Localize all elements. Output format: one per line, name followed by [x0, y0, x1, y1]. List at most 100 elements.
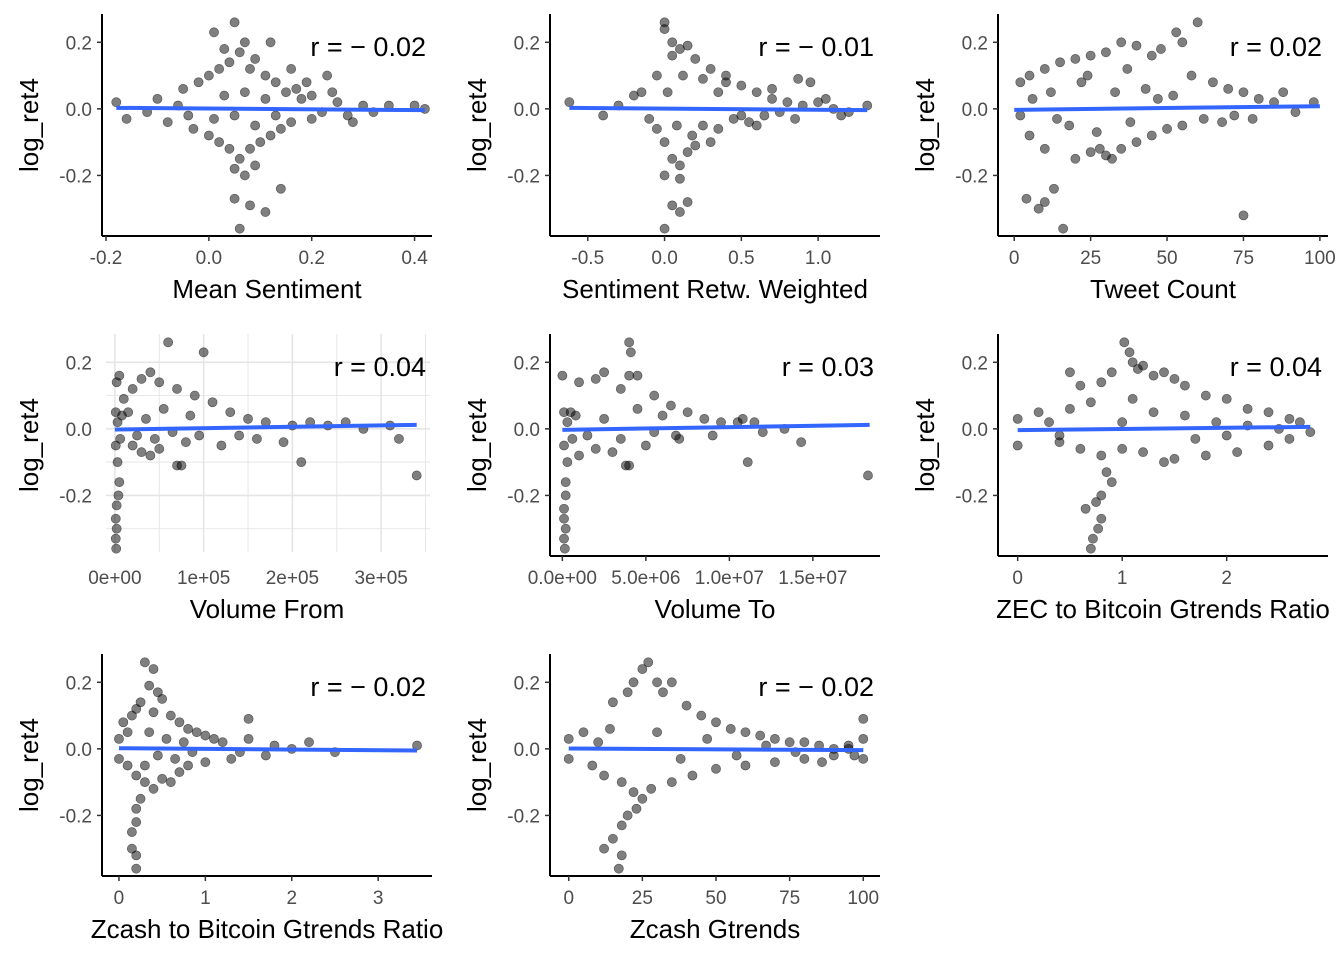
- trend-line: [1017, 424, 1311, 433]
- data-point: [1162, 123, 1172, 134]
- points: [563, 657, 869, 874]
- data-point: [1284, 413, 1295, 424]
- data-point: [599, 413, 610, 424]
- data-point: [631, 803, 642, 814]
- data-point: [286, 117, 297, 128]
- data-point: [563, 733, 574, 744]
- data-point: [229, 193, 240, 204]
- data-point: [111, 523, 122, 534]
- data-point: [820, 93, 831, 104]
- data-point: [1064, 120, 1075, 131]
- data-point: [622, 687, 633, 698]
- data-point: [1085, 397, 1096, 408]
- y-tick-label: 0.2: [514, 33, 540, 54]
- data-point: [559, 543, 570, 554]
- data-point: [560, 477, 571, 488]
- y-tick-label: 0.2: [66, 33, 92, 54]
- data-point: [117, 410, 127, 421]
- data-point: [560, 490, 571, 501]
- data-point: [178, 737, 189, 748]
- data-point: [243, 733, 254, 744]
- y-tick-label: -0.2: [507, 166, 540, 187]
- trend-line: [116, 105, 425, 113]
- data-point: [625, 347, 636, 358]
- data-point: [245, 143, 255, 154]
- data-point: [590, 374, 601, 384]
- data-point: [678, 70, 688, 81]
- data-point: [1200, 390, 1211, 401]
- data-point: [1148, 370, 1159, 381]
- y-tick-label: -0.2: [507, 486, 540, 507]
- data-point: [1125, 117, 1136, 128]
- data-point: [1117, 443, 1128, 454]
- data-point: [1106, 477, 1117, 488]
- data-point: [707, 430, 718, 441]
- data-point: [112, 457, 123, 468]
- data-point: [1058, 223, 1069, 234]
- points: [114, 657, 422, 874]
- data-point: [671, 120, 682, 131]
- data-point: [111, 500, 122, 511]
- points: [111, 17, 430, 234]
- data-point: [1101, 47, 1111, 58]
- data-point: [176, 460, 187, 471]
- data-point: [742, 457, 753, 468]
- data-point: [1054, 430, 1065, 441]
- data-point: [347, 117, 358, 128]
- x-axis-title: Sentiment Retw. Weighted: [562, 274, 868, 304]
- y-tick-label: -0.2: [955, 166, 988, 187]
- data-point: [1284, 433, 1295, 444]
- data-point: [698, 120, 708, 131]
- data-point: [1146, 50, 1157, 61]
- data-point: [1180, 410, 1190, 421]
- trend-line: [118, 746, 418, 753]
- data-point: [114, 733, 124, 744]
- data-point: [1263, 440, 1274, 451]
- panel-4: -0.2 0.0 0.2 0e+00 1e+05 2e+05 3e+05 Volume Fro…: [14, 334, 430, 624]
- x-tick-label: 0.5: [728, 248, 754, 269]
- data-point: [1138, 360, 1148, 371]
- data-point: [740, 760, 751, 771]
- data-point: [1238, 210, 1249, 221]
- data-point: [849, 750, 860, 761]
- data-point: [836, 110, 847, 121]
- data-point: [1075, 380, 1086, 391]
- data-point: [702, 733, 713, 744]
- data-point: [111, 543, 122, 554]
- y-axis-title: log_ret4: [910, 78, 940, 172]
- data-point: [770, 733, 780, 744]
- data-point: [1015, 110, 1026, 121]
- x-tick-label: 0.4: [401, 248, 428, 269]
- data-point: [214, 64, 225, 74]
- data-point: [652, 727, 662, 738]
- data-point: [157, 694, 168, 704]
- data-point: [278, 437, 289, 448]
- data-point: [131, 850, 142, 861]
- data-point: [557, 370, 568, 381]
- data-point: [1131, 137, 1142, 148]
- data-point: [148, 783, 159, 794]
- data-point: [675, 753, 686, 764]
- data-point: [1138, 447, 1148, 458]
- data-point: [652, 677, 662, 688]
- data-point: [183, 760, 193, 771]
- data-point: [239, 170, 250, 181]
- x-tick-label: 1: [1117, 568, 1128, 589]
- data-point: [790, 113, 800, 124]
- data-point: [132, 430, 142, 441]
- data-point: [141, 413, 151, 424]
- data-point: [793, 74, 804, 84]
- data-point: [711, 763, 721, 774]
- data-point: [1117, 417, 1128, 428]
- data-point: [1096, 490, 1107, 501]
- y-tick-label: -0.2: [59, 166, 92, 187]
- data-point: [1075, 443, 1086, 454]
- data-point: [799, 753, 810, 764]
- data-point: [751, 120, 762, 131]
- data-point: [687, 770, 698, 781]
- data-point: [1096, 513, 1107, 524]
- data-point: [628, 787, 639, 798]
- y-tick-label: 0.2: [66, 673, 92, 694]
- data-point: [110, 513, 121, 524]
- data-point: [1096, 377, 1107, 388]
